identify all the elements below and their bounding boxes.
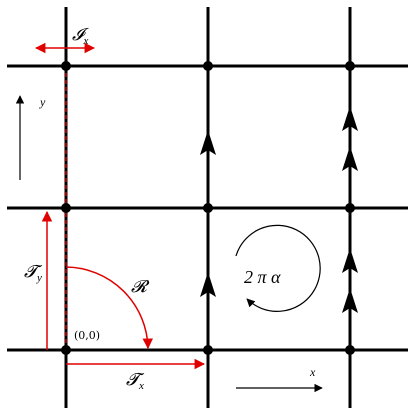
node xyxy=(61,61,71,71)
flux-circulation-arrow xyxy=(235,224,321,312)
edge-arrows xyxy=(200,106,358,313)
R-rotation-arc xyxy=(65,266,154,350)
arrowhead-icon xyxy=(342,106,358,131)
arrowhead-icon xyxy=(342,146,358,171)
node xyxy=(345,203,355,213)
arrowhead-icon xyxy=(200,272,216,297)
arrowhead-icon xyxy=(200,130,216,155)
node xyxy=(203,345,213,355)
node xyxy=(61,345,71,355)
label-axis-x: x xyxy=(309,365,316,379)
node xyxy=(345,345,355,355)
label-Ty: 𝓣y xyxy=(24,262,43,284)
node xyxy=(203,203,213,213)
label-Ix: 𝓘x xyxy=(72,25,89,47)
node xyxy=(203,61,213,71)
label-axis-y: y xyxy=(39,95,46,109)
node xyxy=(61,203,71,213)
label-flux: 2 π α xyxy=(244,267,281,287)
label-Tx: 𝓣x xyxy=(126,370,145,392)
arrowhead-icon xyxy=(342,248,358,273)
label-R: 𝓡 xyxy=(131,277,150,296)
arrowhead-icon xyxy=(342,288,358,313)
lattice-nodes xyxy=(61,61,355,355)
label-origin: (0,0) xyxy=(74,329,100,342)
red-arrows xyxy=(34,42,206,370)
node xyxy=(345,61,355,71)
